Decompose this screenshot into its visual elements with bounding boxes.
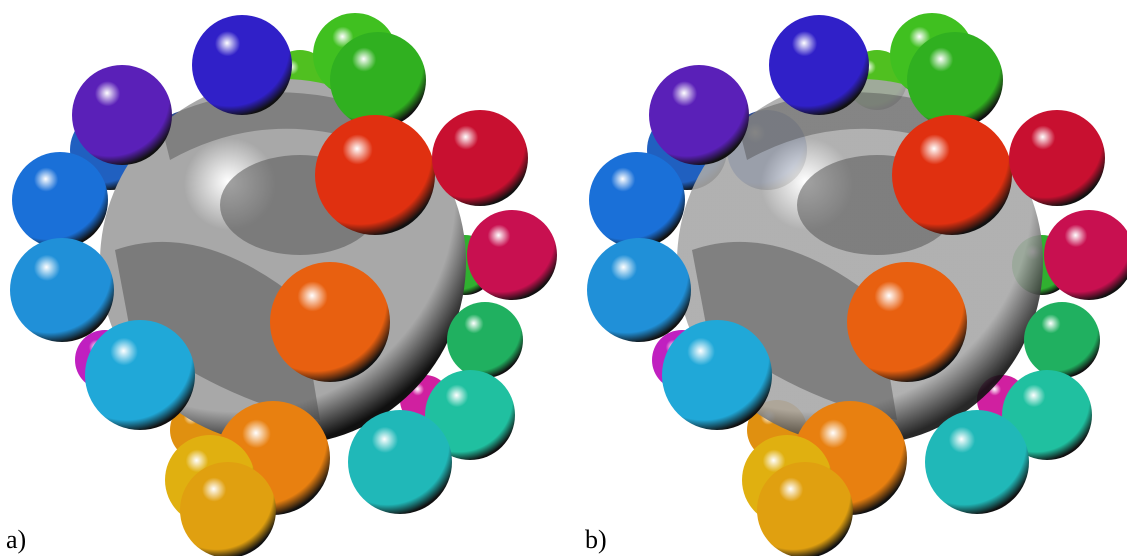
sphere	[10, 238, 114, 342]
sphere	[1024, 302, 1100, 378]
sphere	[662, 320, 772, 430]
sphere	[907, 32, 1003, 128]
sphere	[315, 115, 435, 235]
sphere	[192, 15, 292, 115]
figure: a) b)	[0, 0, 1127, 556]
sphere	[85, 320, 195, 430]
sphere	[649, 65, 749, 165]
sphere	[925, 410, 1029, 514]
sphere	[180, 462, 276, 556]
sphere	[847, 262, 967, 382]
sphere	[1009, 110, 1105, 206]
sphere	[348, 410, 452, 514]
sphere	[447, 302, 523, 378]
page: a) b) (() => { const data = JSON.parse(d…	[0, 0, 1127, 556]
sphere	[467, 210, 557, 300]
sphere	[330, 32, 426, 128]
sphere	[589, 152, 685, 248]
sphere	[769, 15, 869, 115]
sphere	[72, 65, 172, 165]
sphere	[757, 462, 853, 556]
sphere	[432, 110, 528, 206]
sphere	[892, 115, 1012, 235]
sphere	[270, 262, 390, 382]
sphere	[12, 152, 108, 248]
panel-label: b)	[585, 525, 607, 554]
sphere	[587, 238, 691, 342]
panel-b	[587, 13, 1127, 556]
panel-a	[10, 13, 557, 556]
panel-label: a)	[6, 525, 26, 554]
